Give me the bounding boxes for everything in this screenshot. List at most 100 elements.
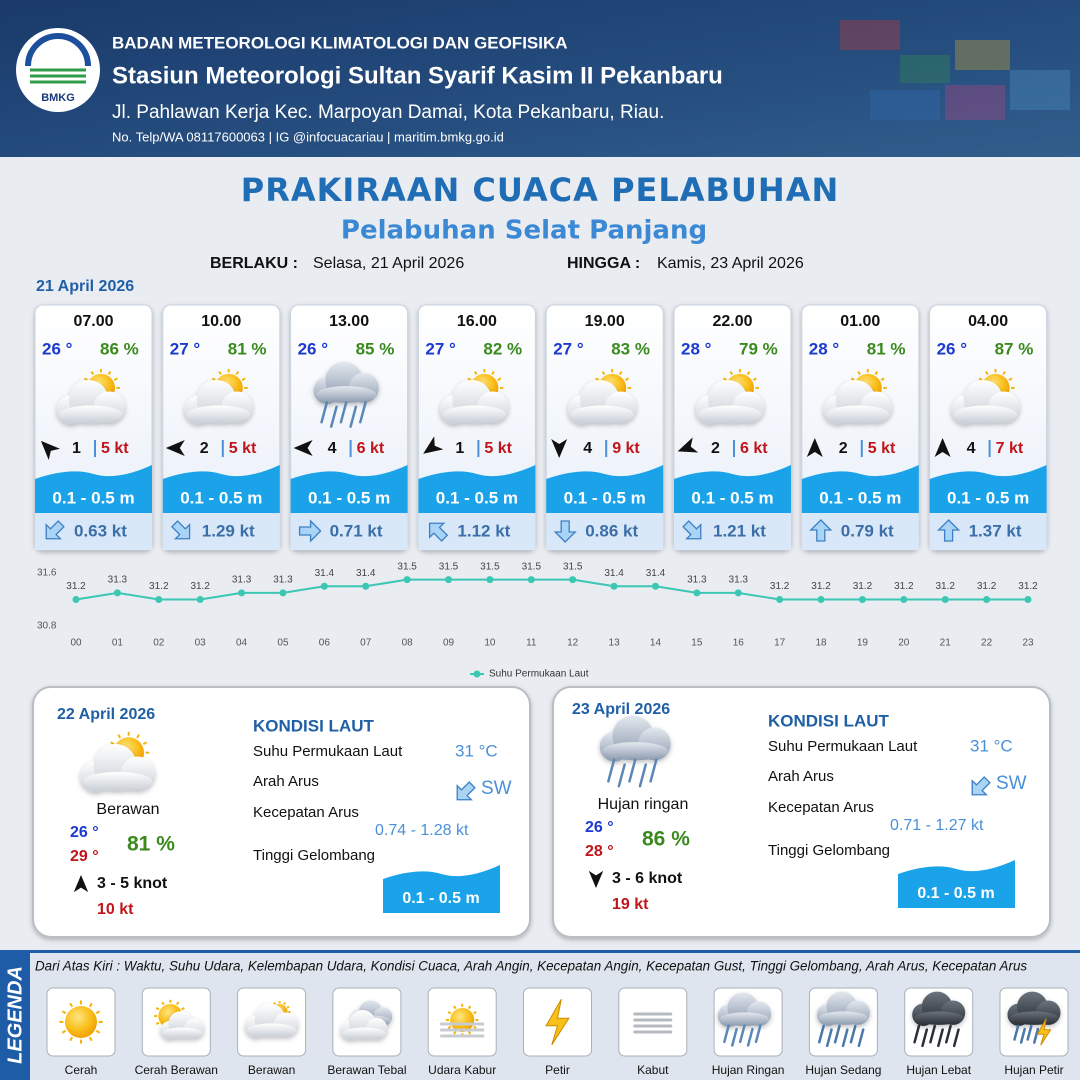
card-wave-height: 0.1 - 0.5 m: [52, 488, 134, 507]
wave-area: [418, 465, 536, 513]
card-time: 01.00: [840, 313, 880, 330]
sun-ray: [625, 377, 630, 382]
sst-label: Suhu Permukaan Laut: [253, 743, 403, 760]
sun-ray: [117, 734, 122, 739]
card-humidity: 81 %: [228, 339, 267, 358]
sst-point: [527, 576, 535, 584]
rain-drop: [833, 1024, 841, 1044]
sst-point: [445, 576, 453, 584]
card-current-speed: 1.37 kt: [969, 521, 1022, 540]
sun-ray: [286, 1005, 290, 1009]
sst-value-label: 31.2: [853, 581, 873, 592]
sst-value-label: 31.2: [190, 581, 210, 592]
x-tick-label: 12: [567, 638, 579, 649]
sst-point: [403, 576, 411, 584]
valid-from-label: BERLAKU :: [210, 255, 298, 272]
sst-point: [610, 582, 618, 590]
sst-value: 31 °C: [455, 741, 498, 760]
wave-height: 0.1 - 0.5 m: [917, 885, 994, 902]
legend-item-label: Kabut: [637, 1063, 669, 1077]
lightning-icon: [1036, 1018, 1052, 1046]
rain-drop: [1026, 1024, 1033, 1041]
sst-point: [776, 596, 784, 603]
rain-drop: [329, 405, 338, 428]
cloud-icon: [245, 1003, 299, 1038]
legend-item-label: Hujan Petir: [1004, 1063, 1063, 1077]
cloud-part: [186, 405, 251, 424]
sst-point: [238, 589, 246, 597]
cloud-icon: [80, 744, 156, 793]
x-tick-label: 06: [319, 638, 331, 649]
rain-drop: [1019, 1027, 1026, 1044]
card-gust: 5 kt: [868, 440, 896, 457]
legend-item-label: Cerah Berawan: [135, 1063, 218, 1077]
card-temperature: 27 °: [425, 339, 456, 358]
sun-ray: [211, 377, 216, 382]
sst-value-label: 31.2: [149, 581, 169, 592]
sst-point: [320, 582, 328, 590]
cloud-part: [602, 742, 669, 761]
sun-ray: [473, 1011, 477, 1015]
rain-drop: [857, 1028, 865, 1048]
cloud-part: [818, 1011, 868, 1025]
card-gust: 5 kt: [484, 440, 512, 457]
day-condition: Hujan ringan: [598, 796, 689, 813]
cloud-icon: [816, 991, 870, 1026]
wave-label: Tinggi Gelombang: [768, 842, 890, 859]
cloud-icon: [695, 380, 765, 425]
y-tick-label: 31.6: [37, 568, 57, 579]
sun-icon: [446, 1003, 479, 1037]
card-wind-speed: 1: [455, 440, 464, 457]
sst-value-label: 31.2: [894, 581, 914, 592]
sst-point: [983, 596, 991, 603]
x-tick-label: 04: [236, 638, 248, 649]
card-time: 19.00: [585, 313, 625, 330]
x-tick-label: 23: [1022, 638, 1034, 649]
card-wave-height: 0.1 - 0.5 m: [819, 488, 901, 507]
current-direction-arrow: [971, 776, 991, 796]
card-gust: 5 kt: [229, 440, 257, 457]
sun-ray: [155, 1021, 160, 1025]
card-humidity: 83 %: [611, 339, 650, 358]
x-tick-label: 09: [443, 638, 455, 649]
card-wave-height: 0.1 - 0.5 m: [436, 488, 518, 507]
sun-ray: [95, 1010, 101, 1015]
sst-point: [817, 596, 825, 603]
sun-ray: [218, 370, 222, 376]
card-temperature: 26 °: [937, 339, 968, 358]
legend-item-label: Cerah: [65, 1063, 98, 1077]
card-gust: 9 kt: [612, 440, 640, 457]
header-container-art: [840, 20, 900, 50]
cloud-icon: [56, 380, 126, 425]
rain-drop: [607, 758, 616, 783]
rain-drop: [849, 1024, 857, 1044]
cloud-icon: [951, 380, 1020, 425]
cloud-icon: [160, 1011, 205, 1040]
current-direction-arrow: [682, 520, 702, 540]
sst-point: [569, 576, 577, 584]
station-address: Jl. Pahlawan Kerja Kec. Marpoyan Damai, …: [112, 102, 664, 123]
wind-direction-arrow: [165, 440, 185, 456]
card-temperature: 27 °: [170, 339, 201, 358]
card-time: 04.00: [968, 313, 1008, 330]
cloud-icon: [599, 715, 671, 762]
card-wind-speed: 2: [839, 440, 848, 457]
x-tick-label: 16: [733, 638, 745, 649]
rain-drop: [1033, 1027, 1040, 1044]
sun-ray: [473, 370, 478, 376]
wave-area: [801, 465, 919, 513]
card-wind-speed: 4: [583, 440, 592, 457]
rain-drop: [738, 1024, 746, 1044]
sun-ray: [467, 1005, 472, 1010]
forecast-date: 21 April 2026: [36, 278, 134, 295]
wind-direction-arrow: [806, 438, 823, 457]
rain-drop: [945, 1024, 952, 1044]
sun-ray: [752, 377, 757, 382]
day-humidity: 81 %: [127, 833, 175, 856]
legend-side-band: [0, 950, 30, 1080]
sst-point: [72, 596, 80, 603]
current-direction-arrow: [170, 520, 191, 540]
x-tick-label: 07: [360, 638, 372, 649]
sun-ray: [857, 370, 861, 376]
sun-disc: [450, 1008, 475, 1032]
